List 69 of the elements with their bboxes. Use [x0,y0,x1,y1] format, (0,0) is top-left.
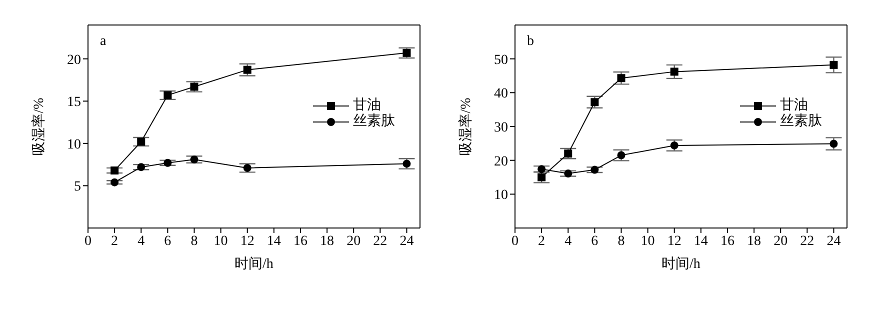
x-tick-label: 18 [320,234,334,249]
point [590,98,599,106]
legend-label: 甘油 [780,98,808,113]
x-tick-label: 12 [667,234,682,249]
point [137,138,146,146]
y-tick-label: 30 [494,120,508,136]
y-axis-title: 吸湿率/% [458,97,474,156]
x-tick-label: 4 [138,234,145,249]
x-tick-label: 2 [538,234,546,249]
x-tick-label: 22 [800,234,814,249]
y-tick-label: 10 [67,137,81,152]
point [617,151,626,160]
y-tick-label: 5 [74,180,81,195]
x-tick-label: 12 [240,234,254,249]
point [164,158,172,167]
x-tick-label: 8 [190,234,198,249]
point [243,66,252,74]
x-tick-label: 22 [373,234,388,249]
annotation: a [100,34,106,50]
point [670,68,678,76]
x-tick-label: 16 [293,234,308,249]
point [110,178,119,186]
y-tick-label: 20 [67,52,81,68]
point [670,141,678,150]
point [243,164,252,172]
legend-label: 丝素肽 [353,114,395,130]
point [564,150,572,158]
x-tick-label: 24 [400,234,414,249]
point [564,170,572,178]
y-tick-label: 15 [67,95,81,110]
x-tick-label: 2 [111,234,118,249]
x-tick-label: 6 [164,234,172,249]
point [190,155,198,164]
y-tick-label: 50 [494,52,508,68]
x-tick-label: 0 [84,234,92,249]
point [402,160,411,168]
x-tick-label: 10 [640,234,655,249]
legend-label: 甘油 [353,98,381,113]
x-axis-title: 时间/h [662,256,700,272]
y-axis-title: 吸湿率/% [30,97,47,156]
point [590,166,599,174]
point [110,166,119,174]
point [830,60,838,69]
y-tick-label: 10 [494,188,508,204]
x-tick-label: 4 [564,234,572,249]
x-tick-label: 18 [747,234,762,249]
point [402,48,411,57]
point [538,165,546,174]
x-tick-label: 14 [694,234,708,249]
point [164,91,172,100]
x-tick-label: 8 [618,234,625,249]
x-tick-label: 0 [512,234,518,249]
x-tick-label: 6 [591,234,598,249]
point [617,74,626,82]
point [137,163,146,172]
x-tick-label: 14 [266,234,281,249]
x-tick-label: 24 [826,234,841,249]
x-tick-label: 20 [774,234,788,249]
x-tick-label: 20 [346,234,361,249]
point [538,173,546,182]
y-tick-label: 40 [494,86,508,102]
point [190,82,198,91]
x-axis-title: 时间/h [234,256,274,272]
point [830,140,838,148]
y-tick-label: 20 [494,154,508,170]
x-tick-label: 16 [720,234,734,249]
legend-label: 丝素肽 [780,114,822,130]
x-tick-label: 10 [214,234,228,249]
annotation: b [527,34,534,50]
